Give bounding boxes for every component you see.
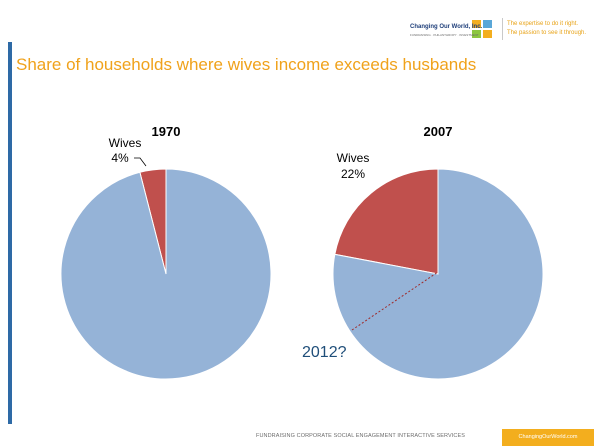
pie-1970-leader-line — [134, 157, 147, 167]
slide-title: Share of households where wives income e… — [16, 55, 477, 74]
pie-2007-wives-label: Wives — [337, 151, 370, 165]
annotation-2012: 2012? — [302, 344, 347, 361]
pie-1970-wives-label: Wives — [109, 136, 142, 150]
pie-2007-slice-other — [332, 168, 544, 380]
slide-left-accent-bar — [8, 42, 12, 424]
footer-services: FUNDRAISING CORPORATE SOCIAL ENGAGEMENT … — [256, 433, 466, 439]
pie-1970-title: 1970 — [152, 124, 181, 139]
pie-2007-wives-value: 22% — [341, 167, 365, 181]
header-divider — [502, 18, 503, 40]
pie-1970-slice-other — [60, 168, 272, 380]
logo-icon — [466, 18, 498, 40]
tagline-line-2: The passion to see it through. — [507, 30, 587, 36]
tagline-line-1: The expertise to do it right. — [507, 21, 579, 27]
pie-chart-2007: 2007 Wives 22% 2012? — [302, 124, 544, 380]
pie-2007-title: 2007 — [424, 124, 453, 139]
pie-1970-wives-value: 4% — [111, 151, 129, 165]
annotation-dashed-line — [351, 271, 439, 331]
pie-2007-slice-wives — [334, 168, 439, 275]
logo-subtitle: FUNDRAISING · PHILANTHROPY · INVESTMENT — [410, 33, 479, 37]
pie-chart-1970: 1970 Wives 4% — [60, 124, 272, 380]
logo-name: Changing Our World, Inc. — [410, 24, 483, 30]
footer-website-badge[interactable]: ChangingOurWorld.com — [502, 429, 594, 446]
